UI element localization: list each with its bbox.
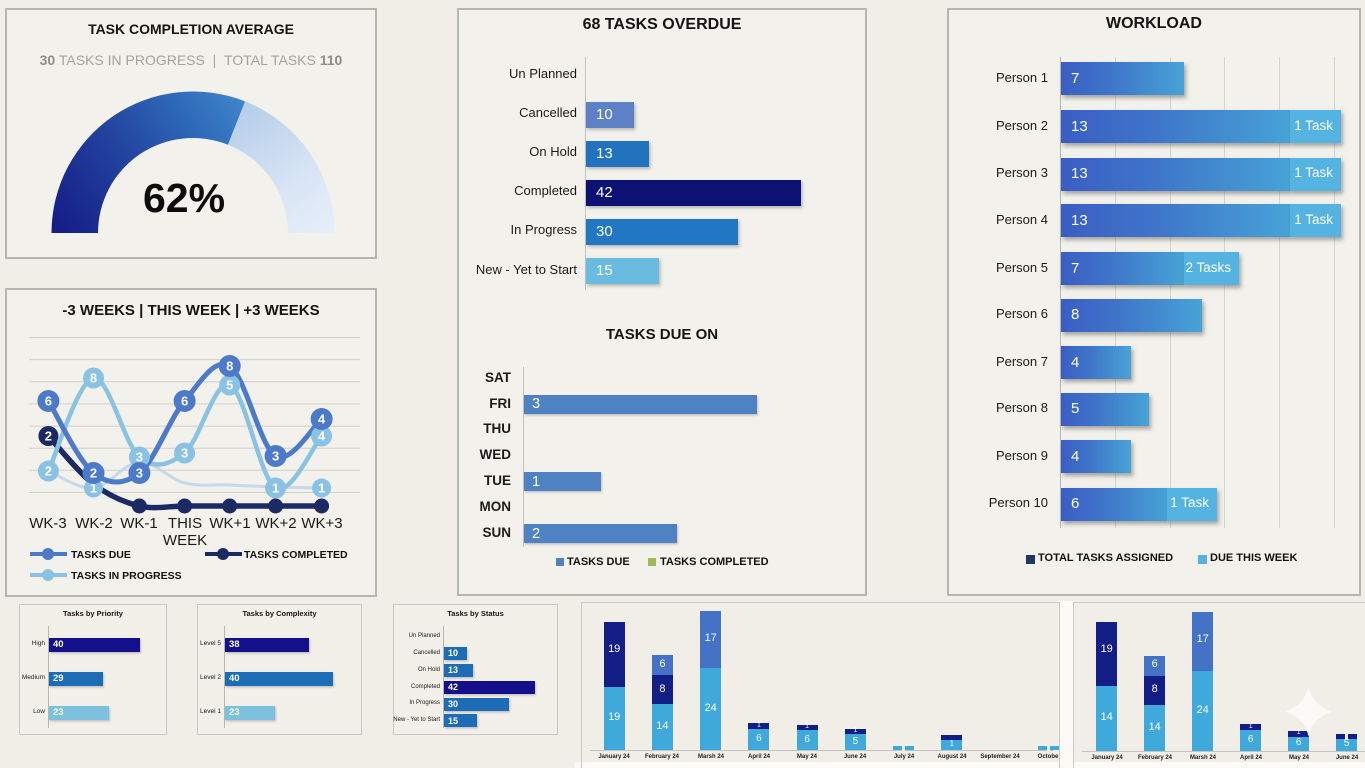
svg-text:8: 8 bbox=[90, 371, 97, 386]
svg-text:2: 2 bbox=[90, 466, 97, 481]
svg-text:1: 1 bbox=[90, 481, 97, 496]
svg-text:2: 2 bbox=[45, 429, 52, 444]
svg-text:3: 3 bbox=[136, 466, 143, 481]
svg-text:TASKS COMPLETED: TASKS COMPLETED bbox=[244, 549, 348, 561]
svg-text:6: 6 bbox=[45, 394, 52, 409]
svg-text:TASKS IN PROGRESS: TASKS IN PROGRESS bbox=[71, 570, 182, 582]
svg-text:3: 3 bbox=[181, 446, 188, 461]
svg-text:1: 1 bbox=[318, 481, 325, 496]
svg-text:62%: 62% bbox=[143, 175, 225, 221]
svg-text:3: 3 bbox=[136, 450, 143, 465]
svg-text:TASKS DUE: TASKS DUE bbox=[71, 549, 131, 561]
svg-text:1: 1 bbox=[272, 481, 279, 496]
svg-text:4: 4 bbox=[318, 429, 326, 444]
svg-text:2: 2 bbox=[45, 464, 52, 479]
svg-text:6: 6 bbox=[181, 394, 188, 409]
svg-text:5: 5 bbox=[226, 378, 233, 393]
svg-text:3: 3 bbox=[272, 449, 279, 464]
svg-text:8: 8 bbox=[226, 359, 233, 374]
svg-text:4: 4 bbox=[318, 412, 326, 427]
